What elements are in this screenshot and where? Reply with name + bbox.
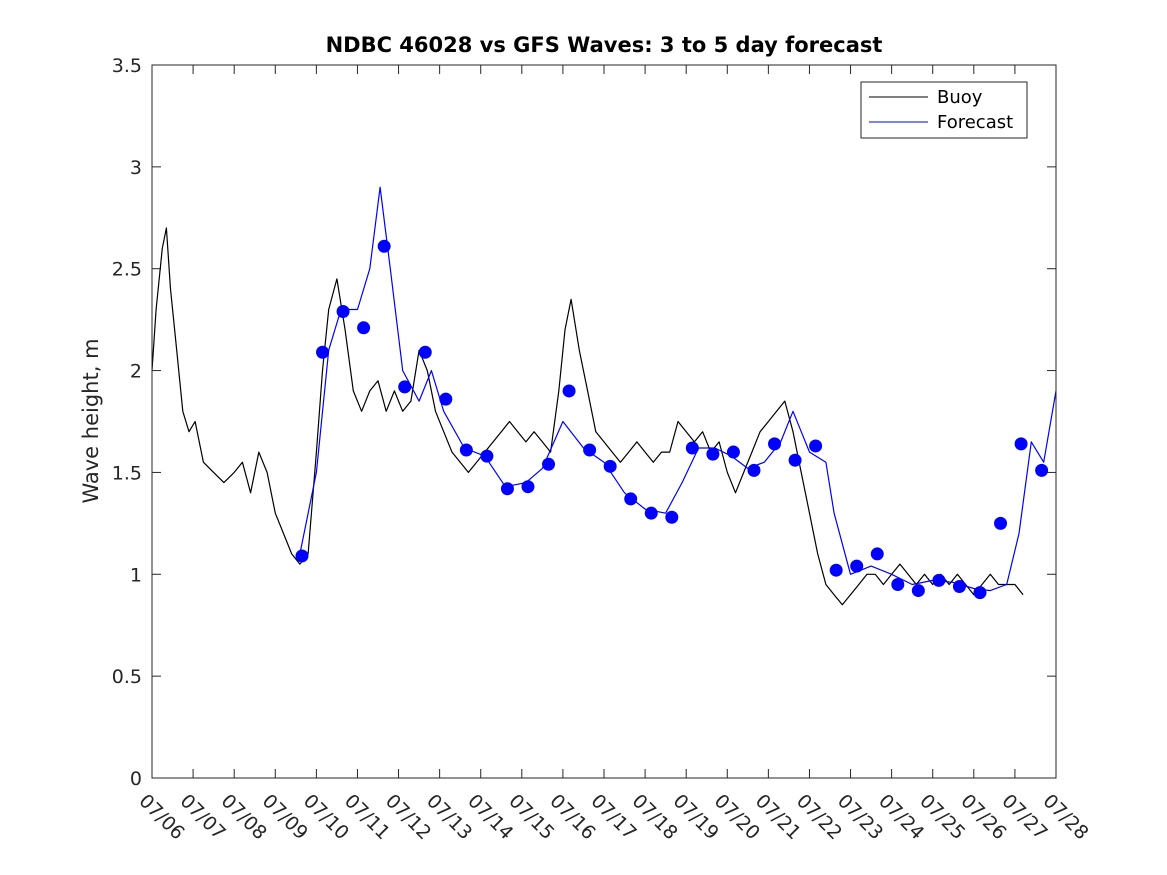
y-tick-label: 2	[130, 361, 142, 383]
legend: Buoy Forecast	[860, 81, 1028, 139]
forecast-point	[829, 563, 843, 577]
forecast-point	[439, 392, 453, 406]
y-tick-label: 3.5	[112, 55, 142, 77]
y-tick-label: 3	[130, 157, 142, 179]
forecast-markers	[295, 239, 1049, 600]
forecast-point	[480, 449, 494, 463]
forecast-point	[994, 516, 1008, 530]
forecast-point	[665, 510, 679, 524]
forecast-point	[726, 445, 740, 459]
forecast-point	[706, 447, 720, 461]
forecast-point	[747, 463, 761, 477]
forecast-point	[583, 443, 597, 457]
forecast-point	[1035, 463, 1049, 477]
forecast-point	[377, 239, 391, 253]
series-line-buoy	[151, 227, 1024, 606]
y-tick-label: 2.5	[112, 259, 142, 281]
forecast-point	[952, 580, 966, 594]
forecast-point	[418, 345, 432, 359]
forecast-point	[809, 439, 823, 453]
legend-label-forecast: Forecast	[937, 112, 1013, 133]
forecast-point	[562, 384, 576, 398]
forecast-point	[459, 443, 473, 457]
forecast-point	[891, 577, 905, 591]
forecast-point	[624, 492, 638, 506]
legend-box	[860, 81, 1028, 139]
forecast-point	[603, 459, 617, 473]
forecast-point	[932, 573, 946, 587]
forecast-point	[1014, 437, 1028, 451]
forecast-point	[788, 453, 802, 467]
forecast-point	[685, 441, 699, 455]
forecast-point	[870, 547, 884, 561]
y-tick-label: 0	[130, 768, 142, 790]
y-tick-label: 1.5	[112, 462, 142, 484]
y-tick-label: 1	[130, 564, 142, 586]
forecast-point	[295, 549, 309, 563]
forecast-point	[500, 482, 514, 496]
forecast-point	[542, 457, 556, 471]
y-axis-label: Wave height, m	[79, 338, 103, 503]
forecast-point	[973, 586, 987, 600]
forecast-point	[357, 321, 371, 335]
y-axis: 0 0.5 1 1.5 2 2.5 3 3.5	[112, 55, 1056, 790]
y-tick-label: 0.5	[112, 666, 142, 688]
plot-area	[152, 65, 1056, 778]
forecast-point	[316, 345, 330, 359]
forecast-point	[768, 437, 782, 451]
plot-frame	[151, 64, 1057, 779]
chart-title: NDBC 46028 vs GFS Waves: 3 to 5 day fore…	[326, 33, 883, 57]
forecast-point	[644, 506, 658, 520]
forecast-point	[521, 480, 535, 494]
forecast-point	[850, 559, 864, 573]
forecast-point	[911, 584, 925, 598]
forecast-point	[336, 304, 350, 318]
forecast-point	[398, 380, 412, 394]
legend-label-buoy: Buoy	[937, 87, 983, 108]
